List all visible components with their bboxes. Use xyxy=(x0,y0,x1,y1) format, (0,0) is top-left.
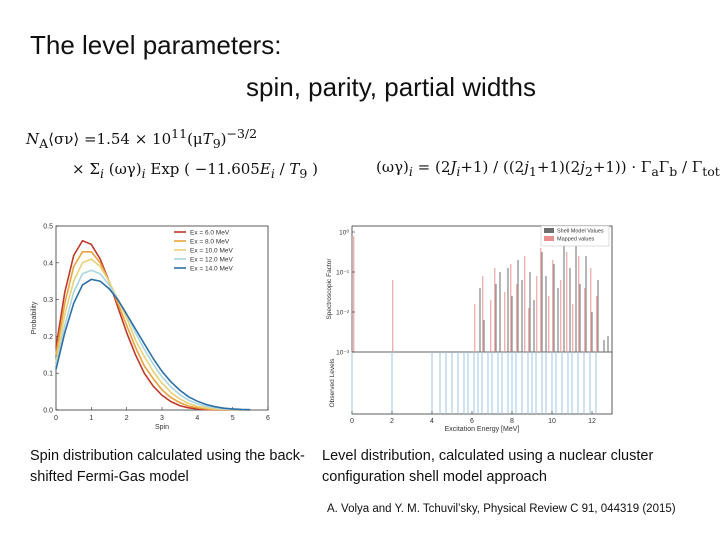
series-line xyxy=(55,278,251,411)
y-tick-label: 10⁻³ xyxy=(336,350,350,357)
x-tick-label: 2 xyxy=(390,418,394,425)
legend-label: Ex = 12.0 MeV xyxy=(190,257,233,264)
legend-swatch xyxy=(544,228,554,233)
legend-label: Ex = 14.0 MeV xyxy=(190,266,233,273)
series-line xyxy=(55,258,251,411)
y-axis-label-bottom: Observed Levels xyxy=(329,358,336,408)
x-tick-label: 6 xyxy=(470,418,474,425)
y-tick-label: 0.1 xyxy=(43,371,53,378)
x-tick-label: 4 xyxy=(430,418,434,425)
x-axis-label: Spin xyxy=(155,424,169,431)
x-tick-label: 1 xyxy=(89,415,93,422)
reference-citation: A. Volya and Y. M. Tchuvil’sky, Physical… xyxy=(327,503,676,515)
slide-title-line1: The level parameters: xyxy=(30,30,282,60)
rate-formula-line2: × Σi (ωγ)i Exp ( −11.605Ei / T9 ) xyxy=(72,160,318,181)
legend-label: Ex = 10.0 MeV xyxy=(190,248,233,255)
x-tick-label: 2 xyxy=(125,415,129,422)
y-tick-label: 0.3 xyxy=(43,297,53,304)
rate-formula-text: NA⟨σν⟩ =1.54 × 1011(μT9)−3/2 xyxy=(26,126,258,151)
legend-label: Ex = 8.0 MeV xyxy=(190,239,230,246)
series-line xyxy=(55,269,251,411)
y-axis-label: Probability xyxy=(31,301,38,334)
omega-gamma-formula: (ωγ)i = (2Ji+1) / ((2j1+1)(2j2+1)) · ΓaΓ… xyxy=(376,158,720,179)
x-tick-label: 8 xyxy=(510,418,514,425)
x-tick-label: 10 xyxy=(548,418,556,425)
y-tick-label: 0.2 xyxy=(43,334,53,341)
x-tick-label: 0 xyxy=(54,415,58,422)
caption-right: Level distribution, calculated using a n… xyxy=(322,448,654,485)
spin-distribution-chart: 0 1 2 3 4 5 6 0.0 0.1 0.2 0.3 0.4 0.5 Spin Probability… xyxy=(31,224,270,432)
plot-frame xyxy=(55,225,269,411)
legend-label: Shell Model Values xyxy=(557,229,604,235)
y-axis-label-top: Spectroscopic Factor xyxy=(326,258,333,320)
slide-title-line2: spin, parity, partial widths xyxy=(246,72,536,102)
x-tick-label: 5 xyxy=(231,415,235,422)
y-tick-label: 0.4 xyxy=(43,260,53,267)
y-tick-label: 0.0 xyxy=(43,408,53,415)
x-axis-label: Excitation Energy [MeV] xyxy=(445,426,520,433)
x-tick-label: 6 xyxy=(266,415,270,422)
x-tick-label: 12 xyxy=(588,418,596,425)
y-tick-label: 10⁻² xyxy=(336,310,350,317)
x-tick-label: 3 xyxy=(160,415,164,422)
caption-left: Spin distribution calculated using the b… xyxy=(30,448,305,485)
x-tick-label: 0 xyxy=(350,418,354,425)
legend-label: Ex = 6.0 MeV xyxy=(190,230,230,237)
x-tick-label: 4 xyxy=(195,415,199,422)
rate-formula-line1: NA⟨σν⟩ =1.54 × 1011(μT9)−3/2 xyxy=(26,126,257,151)
y-tick-label: 10⁰ xyxy=(339,229,349,237)
legend-label: Mapped values xyxy=(557,237,595,243)
level-distribution-chart: 10⁻³ 10⁻² 10⁻¹ 10⁰ 0 2 4 6 8 10 12 Excitation Energ… xyxy=(326,225,613,433)
y-tick-label: 0.5 xyxy=(43,224,53,231)
legend-box xyxy=(540,225,610,247)
legend-swatch xyxy=(544,236,554,241)
y-tick-label: 10⁻¹ xyxy=(336,270,350,277)
